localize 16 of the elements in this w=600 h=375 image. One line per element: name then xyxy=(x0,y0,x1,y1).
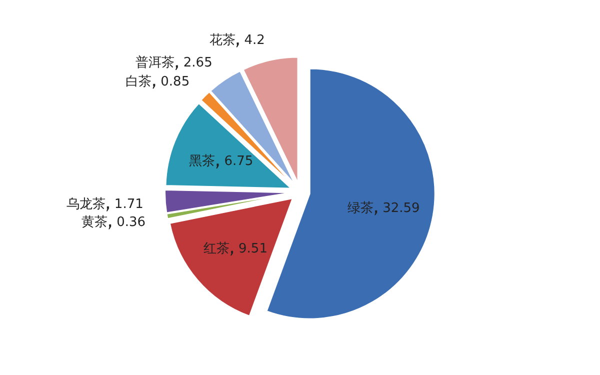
slice-label: 黄茶 xyxy=(82,214,108,230)
data-label: 0.36 xyxy=(116,214,146,230)
data-label: 32.59 xyxy=(382,200,420,216)
slice-label: 白茶 xyxy=(126,74,152,90)
slice-label: 普洱茶 xyxy=(135,54,174,71)
slice-label: 黑茶 xyxy=(189,154,216,170)
slice-label: 绿茶 xyxy=(348,200,374,216)
data-label: 0.85 xyxy=(160,74,190,90)
slice-label: 花茶 xyxy=(209,32,236,48)
data-label: 1.71 xyxy=(114,196,144,212)
slice-label: 乌龙茶 xyxy=(66,196,106,212)
data-label: 6.75 xyxy=(224,154,254,170)
data-label: 9.51 xyxy=(238,241,268,256)
slice-label: 红茶 xyxy=(204,241,230,256)
data-label: 4.2 xyxy=(244,32,265,48)
data-label: 2.65 xyxy=(183,56,212,71)
